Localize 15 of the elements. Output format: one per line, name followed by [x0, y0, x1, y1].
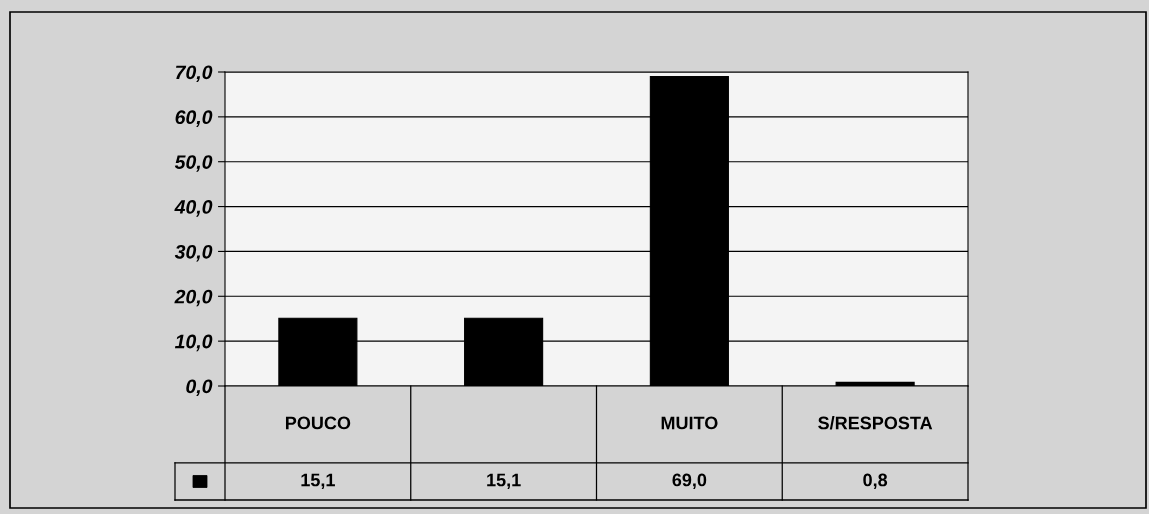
y-tick-label: 60,0: [175, 110, 213, 127]
y-tick-label: 40,0: [174, 200, 213, 217]
x-tick-label: POUCO: [285, 416, 351, 430]
x-tick-label: S/RESPOSTA: [818, 416, 933, 430]
data-label: 0,8: [863, 473, 888, 489]
y-tick-label: 10,0: [174, 334, 213, 352]
y-tick-label: 50,0: [174, 155, 213, 172]
data-label: 15,1: [487, 473, 521, 489]
y-tick-label: 0,0: [186, 379, 213, 397]
data-label: 69,0: [672, 473, 707, 489]
y-tick-label: 20,0: [174, 289, 213, 307]
x-tick-label: MUITO: [661, 416, 718, 430]
y-tick-label: 30,0: [174, 244, 213, 262]
y-tick-label: 70,0: [176, 65, 213, 83]
data-label: 15,1: [301, 473, 335, 489]
